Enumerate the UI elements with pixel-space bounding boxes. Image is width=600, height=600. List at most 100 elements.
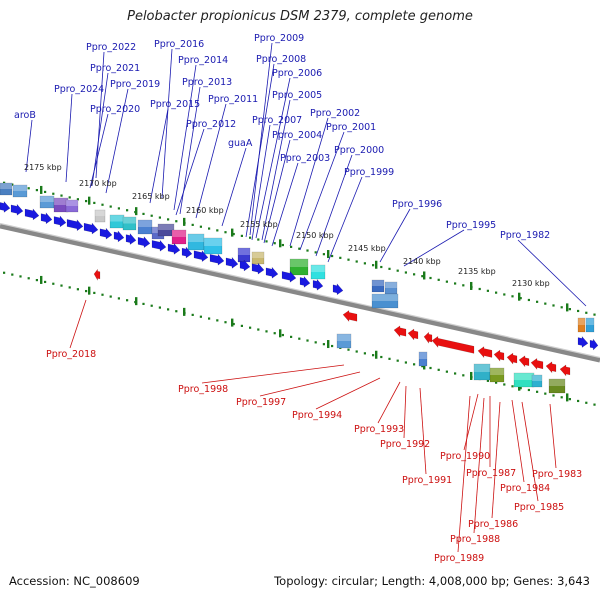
tick-dot — [150, 214, 153, 217]
tick-dot — [27, 277, 30, 280]
feature-box-shine — [110, 215, 124, 222]
tick-dot — [3, 181, 6, 184]
tick-dot — [281, 243, 284, 247]
feature-box-shine — [0, 183, 12, 189]
tick-dot — [388, 267, 391, 270]
tick-dot — [11, 183, 14, 186]
tick-dot — [593, 403, 596, 406]
label-leaders — [25, 42, 587, 553]
tick-dot — [413, 273, 416, 276]
major-tick — [566, 393, 569, 402]
forward-gene-arrow — [66, 219, 84, 232]
tick-dot — [11, 273, 14, 276]
tick-dot — [486, 289, 489, 292]
tick-dot — [76, 288, 79, 291]
major-tick — [279, 239, 282, 248]
forward-leader-line — [25, 119, 33, 173]
reverse-leader-line — [457, 395, 471, 553]
reverse-gene-label: Ppro_1985 — [514, 502, 564, 513]
tick-dot — [577, 399, 580, 403]
feature-box — [122, 216, 137, 231]
forward-gene-arrow — [137, 236, 151, 249]
tick-dot — [290, 245, 293, 248]
feature-box-shine — [40, 196, 54, 202]
feature-box-shine — [158, 224, 174, 230]
reverse-gene-arrow — [518, 355, 530, 368]
tick-dot — [191, 313, 194, 316]
major-tick — [327, 250, 330, 259]
reverse-gene-label: Ppro_1984 — [500, 483, 550, 494]
feature-box — [371, 279, 385, 293]
tick-dot — [560, 306, 563, 309]
tick-dot — [347, 258, 350, 261]
feature-boxes — [0, 182, 595, 394]
feature-box — [65, 199, 79, 213]
tick-dot — [158, 306, 161, 309]
forward-gene-label: Ppro_2011 — [208, 94, 258, 105]
tick-dot — [273, 242, 276, 245]
forward-gene-arrow — [265, 266, 279, 279]
forward-leader-line — [173, 64, 197, 211]
forward-gene-arrow — [181, 246, 193, 259]
tick-dot — [519, 297, 522, 300]
backbone-highlight — [0, 222, 600, 359]
reverse-leader-line — [473, 397, 485, 534]
tick-dot — [232, 232, 235, 236]
forward-leader-line — [175, 128, 205, 216]
tick-dot — [167, 308, 170, 311]
forward-gene-label: Ppro_2004 — [272, 130, 322, 141]
forward-leader-line — [379, 208, 411, 263]
feature-box-shine — [586, 318, 594, 325]
forward-gene-arrow — [53, 215, 67, 228]
feature-box-shine — [66, 200, 78, 206]
tick-dot — [380, 265, 383, 269]
reverse-gene-arrow — [530, 358, 544, 370]
tick-dot — [35, 188, 38, 192]
feature-box-shine — [532, 375, 542, 381]
feature-box — [94, 209, 106, 223]
scale-label: 2175 kbp — [24, 163, 62, 172]
forward-gene-label: Ppro_2013 — [182, 77, 232, 88]
forward-gene-label: Ppro_2014 — [178, 55, 228, 66]
feature-box-shine — [13, 185, 27, 191]
tick-dot — [158, 216, 161, 219]
tick-dot — [568, 308, 571, 311]
tick-dot — [347, 348, 350, 351]
tick-dot — [372, 264, 375, 267]
tick-dot — [52, 192, 55, 195]
reverse-gene-label: Ppro_1987 — [466, 468, 516, 479]
tick-dot — [85, 199, 88, 203]
feature-box — [371, 293, 399, 309]
tick-dot — [27, 187, 30, 190]
tick-dot — [150, 304, 153, 307]
reverse-leader-line — [69, 299, 87, 349]
forward-gene-label: Ppro_2021 — [90, 63, 140, 74]
scale-labels: 2175 kbp 2170 kbp 2165 kbp 2160 kbp 2155 kbp… — [24, 163, 550, 288]
forward-gene-arrow — [113, 230, 125, 243]
forward-gene-arrow — [125, 233, 137, 245]
forward-leader-line — [261, 99, 291, 241]
tick-dot — [495, 291, 498, 294]
tick-dot — [486, 379, 489, 382]
major-tick — [183, 307, 186, 316]
map-title: Pelobacter propionicus DSM 2379, complet… — [127, 9, 473, 24]
reverse-gene-label: Ppro_1990 — [440, 451, 490, 462]
feature-box — [585, 317, 595, 333]
major-tick — [88, 286, 91, 295]
forward-leader-line — [161, 48, 173, 199]
forward-leader-line — [245, 63, 275, 238]
feature-box-shine — [172, 230, 186, 237]
scale-label: 2130 kbp — [512, 279, 550, 288]
forward-gene-label: guaA — [228, 138, 253, 149]
feature-box — [577, 317, 586, 333]
tick-dot — [544, 392, 547, 395]
reverse-leader-line — [511, 399, 525, 483]
feature-box-shine — [188, 234, 204, 242]
major-tick — [183, 217, 186, 226]
feature-box — [418, 351, 428, 367]
tick-dot — [355, 260, 358, 263]
feature-box-shine — [372, 294, 398, 301]
forward-gene-arrow — [299, 275, 311, 288]
reverse-gene-arrow — [93, 268, 101, 282]
backbone — [0, 222, 600, 363]
